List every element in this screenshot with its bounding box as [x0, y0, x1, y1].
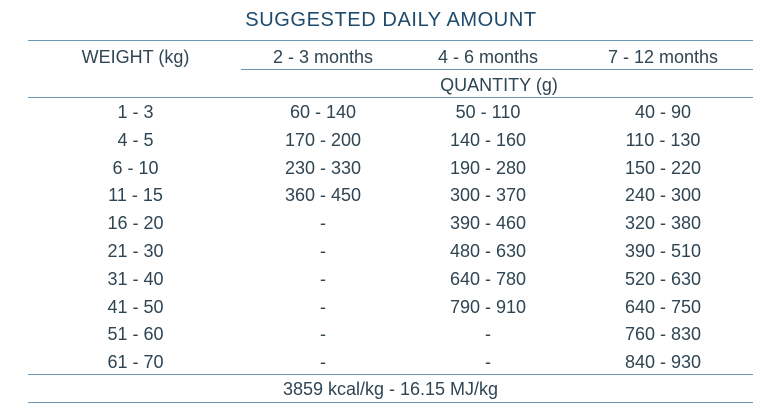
header-rule — [28, 97, 753, 98]
cell-age-2-3: - — [320, 296, 326, 317]
cell-weight: 21 - 30 — [107, 241, 164, 261]
cell-age-7-12: 40 - 90 — [634, 102, 692, 122]
header-weight: WEIGHT (kg) — [81, 47, 190, 67]
cell-age-2-3: - — [320, 241, 326, 261]
cell-age-4-6: 50 - 110 — [455, 102, 521, 122]
cell-age-4-6: 300 - 370 — [449, 185, 527, 206]
cell-age-7-12: 240 - 300 — [624, 185, 702, 206]
cell-age-2-3: 230 - 330 — [284, 157, 362, 178]
cell-age-4-6: 480 - 630 — [449, 241, 527, 261]
cell-age-7-12: 320 - 380 — [624, 213, 702, 234]
cell-age-2-3: - — [320, 324, 326, 345]
bottom-rule — [28, 402, 753, 403]
header-age-4-6: 4 - 6 months — [437, 47, 539, 67]
cell-age-2-3: - — [320, 268, 326, 289]
cell-weight: 31 - 40 — [107, 268, 164, 289]
cell-weight: 6 - 10 — [112, 157, 159, 178]
cell-age-4-6: 190 - 280 — [449, 157, 527, 178]
cell-age-4-6: 790 - 910 — [449, 296, 527, 317]
cell-weight: 51 - 60 — [107, 324, 164, 345]
cell-age-4-6: - — [485, 324, 491, 345]
cell-weight: 4 - 5 — [117, 129, 154, 150]
header-age-7-12: 7 - 12 months — [607, 47, 719, 67]
cell-age-7-12: 390 - 510 — [624, 241, 702, 261]
energy-footer: 3859 kcal/kg - 16.15 MJ/kg — [282, 379, 499, 399]
cell-age-2-3: 60 - 140 — [289, 102, 357, 122]
cell-age-7-12: 110 - 130 — [625, 129, 701, 150]
cell-weight: 61 - 70 — [107, 352, 164, 373]
cell-weight: 41 - 50 — [107, 296, 164, 317]
cell-age-2-3: - — [320, 213, 326, 234]
cell-weight: 1 - 3 — [117, 102, 154, 122]
cell-age-4-6: 390 - 460 — [449, 213, 527, 234]
cell-age-2-3: - — [320, 352, 326, 373]
cell-age-7-12: 520 - 630 — [624, 268, 702, 289]
cell-age-7-12: 840 - 930 — [624, 352, 702, 373]
cell-weight: 11 - 15 — [108, 185, 163, 206]
cell-age-7-12: 640 - 750 — [624, 296, 702, 317]
header-quantity: QUANTITY (g) — [440, 75, 558, 95]
header-age-2-3: 2 - 3 months — [272, 47, 374, 67]
top-rule — [28, 40, 753, 41]
table-title: SUGGESTED DAILY AMOUNT — [245, 9, 537, 31]
cell-age-7-12: 760 - 830 — [624, 324, 702, 345]
footer-top-rule — [28, 374, 753, 375]
cell-age-2-3: 170 - 200 — [284, 129, 362, 150]
cell-age-2-3: 360 - 450 — [284, 185, 362, 206]
cell-age-4-6: 640 - 780 — [449, 268, 527, 289]
age-header-rule — [241, 69, 753, 70]
cell-age-4-6: - — [485, 352, 491, 373]
cell-weight: 16 - 20 — [107, 213, 164, 234]
cell-age-7-12: 150 - 220 — [624, 157, 702, 178]
cell-age-4-6: 140 - 160 — [449, 129, 527, 150]
